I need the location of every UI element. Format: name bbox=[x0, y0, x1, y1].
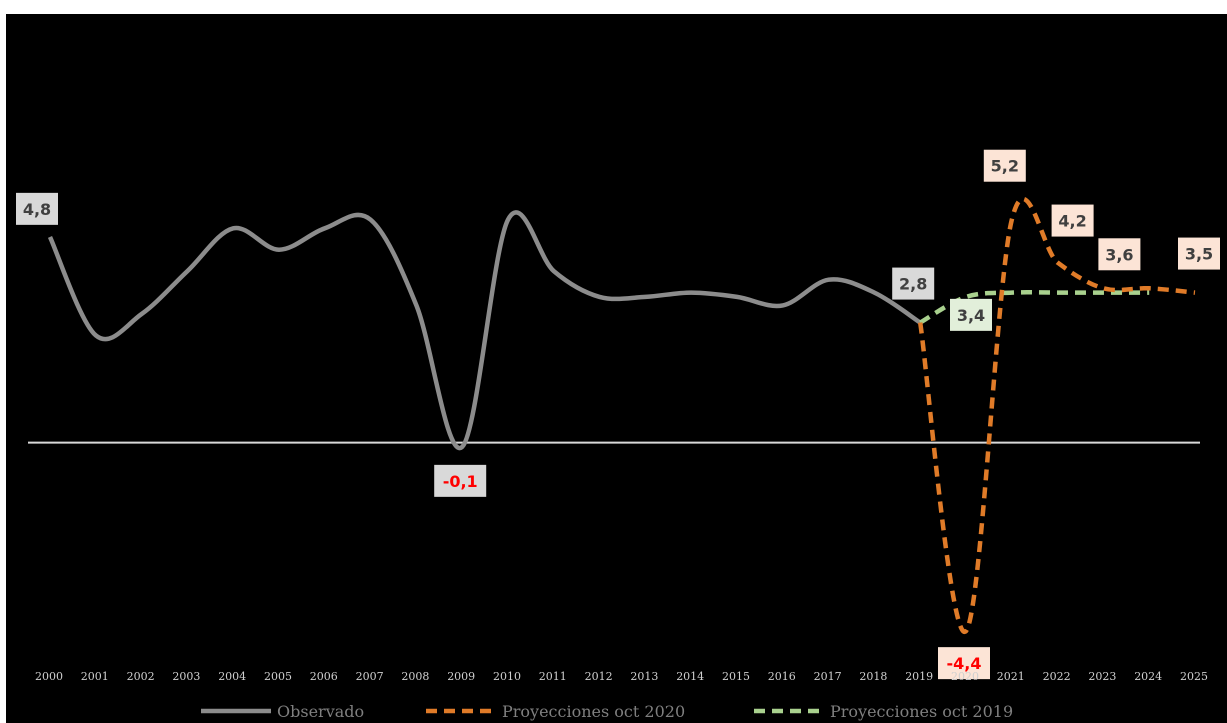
data-label-box bbox=[983, 149, 1026, 182]
data-label-box bbox=[1051, 204, 1094, 237]
data-label-layer: 4,8 -0,1 2,8 3,4 -4,4 5,2 4,2 3,6 3,5 bbox=[16, 149, 1220, 680]
series-line-proyecciones-oct-2020 bbox=[917, 196, 1196, 634]
x-tick-label: 2016 bbox=[768, 670, 796, 683]
data-label: 3,6 bbox=[1098, 238, 1141, 271]
x-tick-label: 2003 bbox=[172, 670, 200, 683]
data-label-box bbox=[892, 267, 935, 300]
x-tick-label: 2014 bbox=[676, 670, 704, 683]
data-label: 3,4 bbox=[950, 298, 992, 331]
series-layer bbox=[47, 196, 1196, 634]
x-tick-label: 2012 bbox=[585, 670, 613, 683]
x-tick-label: 2007 bbox=[356, 670, 384, 683]
x-tick-label: 2019 bbox=[905, 670, 933, 683]
x-tick-label: 2021 bbox=[997, 670, 1025, 683]
x-tick-label: 2008 bbox=[401, 670, 429, 683]
data-label-box bbox=[938, 647, 990, 680]
data-label-text: 5,2 bbox=[991, 157, 1019, 176]
data-label-box bbox=[950, 298, 992, 331]
x-tick-label: 2024 bbox=[1134, 670, 1162, 683]
x-tick-label: 2001 bbox=[81, 670, 109, 683]
x-tick-label: 2011 bbox=[539, 670, 567, 683]
chart-area: 4,8 -0,1 2,8 3,4 -4,4 5,2 4,2 3,6 3,5 2000 2001 20… bbox=[6, 14, 1227, 723]
x-tick-label: 2015 bbox=[722, 670, 750, 683]
data-label-text: 3,6 bbox=[1105, 245, 1133, 264]
data-label-text: 4,2 bbox=[1058, 212, 1086, 231]
data-label: 4,2 bbox=[1051, 204, 1094, 237]
data-label-text: 2,8 bbox=[899, 275, 927, 294]
x-tick-label: 2023 bbox=[1088, 670, 1116, 683]
legend-label: Proyecciones oct 2020 bbox=[502, 702, 685, 721]
x-tick-label: 2010 bbox=[493, 670, 521, 683]
data-label: 4,8 bbox=[16, 192, 58, 225]
series-line-observado bbox=[47, 210, 922, 451]
data-label: 5,2 bbox=[983, 149, 1026, 182]
data-label: 2,8 bbox=[892, 267, 935, 300]
chart-svg: 4,8-0,12,83,4-4,45,24,23,6 3,5 2000 2001 20… bbox=[16, 149, 1220, 721]
data-label: 3,5 bbox=[1178, 237, 1220, 270]
x-tick-label: 2022 bbox=[1043, 670, 1071, 683]
data-label-text: 3,4 bbox=[957, 306, 985, 325]
data-label: -0,1 bbox=[434, 464, 487, 497]
data-label-text: 3,5 bbox=[1185, 245, 1213, 264]
legend: Observado Proyecciones oct 2020 Proyeccion… bbox=[201, 702, 1013, 721]
data-label-text: -0,1 bbox=[443, 472, 478, 491]
x-tick-label: 2004 bbox=[218, 670, 246, 683]
x-tick-label: 2000 bbox=[35, 670, 63, 683]
data-label-text: 4,8 bbox=[23, 200, 51, 219]
data-label-text: -4,4 bbox=[947, 654, 982, 673]
x-tick-label: 2025 bbox=[1180, 670, 1208, 683]
data-label-box bbox=[1098, 238, 1141, 271]
x-tick-label: 2009 bbox=[447, 670, 475, 683]
x-tick-label: 2013 bbox=[630, 670, 658, 683]
legend-label: Proyecciones oct 2019 bbox=[830, 702, 1013, 721]
data-label-box bbox=[434, 464, 487, 497]
x-tick-label: 2020 bbox=[951, 670, 979, 683]
x-tick-layer: 2000 2001 2002 2003 2004 2005 2006 2007 2008 2009… bbox=[35, 670, 1208, 683]
x-tick-label: 2002 bbox=[127, 670, 155, 683]
x-tick-label: 2017 bbox=[814, 670, 842, 683]
data-label: -4,4 bbox=[938, 647, 990, 680]
x-tick-label: 2005 bbox=[264, 670, 292, 683]
legend-label: Observado bbox=[277, 702, 364, 721]
data-label-box bbox=[16, 192, 58, 225]
x-tick-label: 2018 bbox=[859, 670, 887, 683]
data-label-box bbox=[1178, 237, 1220, 270]
x-tick-label: 2006 bbox=[310, 670, 338, 683]
